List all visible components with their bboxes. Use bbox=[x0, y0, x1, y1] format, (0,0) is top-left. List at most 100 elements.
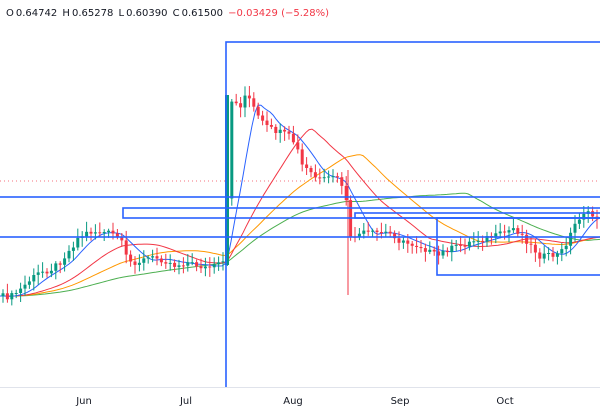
candle-body bbox=[133, 261, 137, 265]
candle bbox=[195, 259, 199, 272]
ma-long-line bbox=[0, 192, 600, 297]
candle bbox=[1, 289, 5, 303]
candle-body bbox=[529, 243, 533, 245]
candle-body bbox=[503, 231, 507, 233]
candle bbox=[375, 227, 379, 241]
gap-up-candle bbox=[225, 95, 229, 265]
close-label: C bbox=[172, 8, 180, 19]
candle-body bbox=[27, 281, 31, 285]
candle bbox=[445, 247, 449, 257]
candle-body bbox=[85, 231, 89, 237]
candle-body bbox=[107, 230, 111, 232]
candle-body bbox=[511, 228, 515, 231]
candle bbox=[283, 126, 287, 141]
candle bbox=[181, 257, 185, 274]
candle-body bbox=[195, 262, 199, 267]
tick-jul: Jul bbox=[179, 396, 193, 407]
candle bbox=[19, 282, 23, 302]
candle bbox=[199, 258, 203, 273]
candle-body bbox=[309, 168, 313, 173]
time-axis[interactable]: Jun Jul Aug Sep Oct bbox=[0, 387, 600, 412]
candle-body bbox=[203, 266, 207, 269]
candle-body bbox=[93, 232, 97, 234]
price-chart[interactable] bbox=[0, 0, 600, 387]
candle bbox=[569, 227, 573, 255]
candle-body bbox=[32, 275, 36, 282]
candle bbox=[256, 102, 260, 119]
candle-body bbox=[459, 244, 463, 246]
candle bbox=[300, 143, 304, 172]
candle bbox=[397, 231, 401, 251]
rectangle-drawings[interactable] bbox=[0, 41, 600, 387]
candle bbox=[432, 246, 436, 256]
candle-body bbox=[384, 231, 388, 233]
candle-body bbox=[296, 142, 300, 150]
candle bbox=[155, 247, 159, 266]
candle-body bbox=[371, 230, 375, 232]
candle bbox=[309, 165, 313, 178]
candle-body bbox=[243, 95, 247, 108]
candle-body bbox=[507, 230, 511, 233]
candle bbox=[142, 250, 146, 271]
tick-jun: Jun bbox=[76, 396, 92, 407]
candle-body bbox=[555, 253, 559, 257]
candle-body bbox=[283, 129, 287, 132]
candle-body bbox=[485, 236, 489, 242]
candle bbox=[441, 244, 445, 259]
candle bbox=[340, 172, 344, 195]
candle-body bbox=[410, 243, 414, 246]
candle-body bbox=[102, 232, 106, 234]
candle-body bbox=[551, 253, 555, 257]
candle bbox=[322, 168, 326, 183]
rectangle-drawing-wide[interactable] bbox=[0, 196, 600, 238]
candle bbox=[261, 110, 265, 126]
candle-body bbox=[269, 125, 273, 127]
candle-body bbox=[591, 211, 595, 217]
candle bbox=[511, 218, 515, 233]
candle bbox=[494, 224, 498, 244]
candle-body bbox=[63, 258, 67, 265]
candle bbox=[133, 256, 137, 274]
candle-body bbox=[573, 223, 577, 233]
candle-body bbox=[577, 219, 581, 224]
candle-body bbox=[454, 244, 458, 246]
candle bbox=[208, 257, 212, 277]
candle-body bbox=[199, 266, 203, 269]
candle bbox=[296, 134, 300, 154]
candle bbox=[327, 170, 331, 184]
candle bbox=[159, 255, 163, 267]
candle bbox=[212, 257, 216, 274]
candle-body bbox=[423, 248, 427, 252]
candle bbox=[5, 283, 9, 303]
candle bbox=[186, 254, 190, 272]
candle-body bbox=[89, 231, 93, 234]
high-label: H bbox=[62, 8, 70, 19]
candlesticks bbox=[1, 86, 599, 306]
candle bbox=[120, 233, 124, 247]
candle-body bbox=[498, 231, 502, 234]
candle-body bbox=[252, 98, 256, 107]
candle bbox=[89, 227, 93, 241]
change-value: −0.03429 (−5.28%) bbox=[228, 8, 330, 19]
chart-pane[interactable]: O 0.64742 H 0.65278 L 0.60390 C 0.61500 −0.0… bbox=[0, 0, 600, 387]
ma-fast-line bbox=[0, 104, 600, 297]
candle bbox=[287, 125, 291, 140]
candle bbox=[362, 223, 366, 239]
candle-body bbox=[375, 230, 379, 232]
candle bbox=[344, 176, 348, 206]
candle-body bbox=[450, 245, 454, 253]
candle bbox=[498, 223, 502, 239]
candle bbox=[67, 245, 71, 263]
candle bbox=[419, 240, 423, 253]
candle bbox=[516, 225, 520, 237]
candle bbox=[384, 223, 388, 237]
rectangle-drawing-top[interactable] bbox=[225, 41, 600, 387]
candle-body bbox=[278, 129, 282, 133]
candle-body bbox=[564, 245, 568, 250]
rectangle-drawing-range[interactable] bbox=[436, 217, 600, 276]
candle bbox=[582, 206, 586, 228]
candle bbox=[542, 245, 546, 264]
candle bbox=[538, 248, 542, 267]
open-label: O bbox=[6, 8, 14, 19]
candle-body bbox=[71, 247, 75, 251]
